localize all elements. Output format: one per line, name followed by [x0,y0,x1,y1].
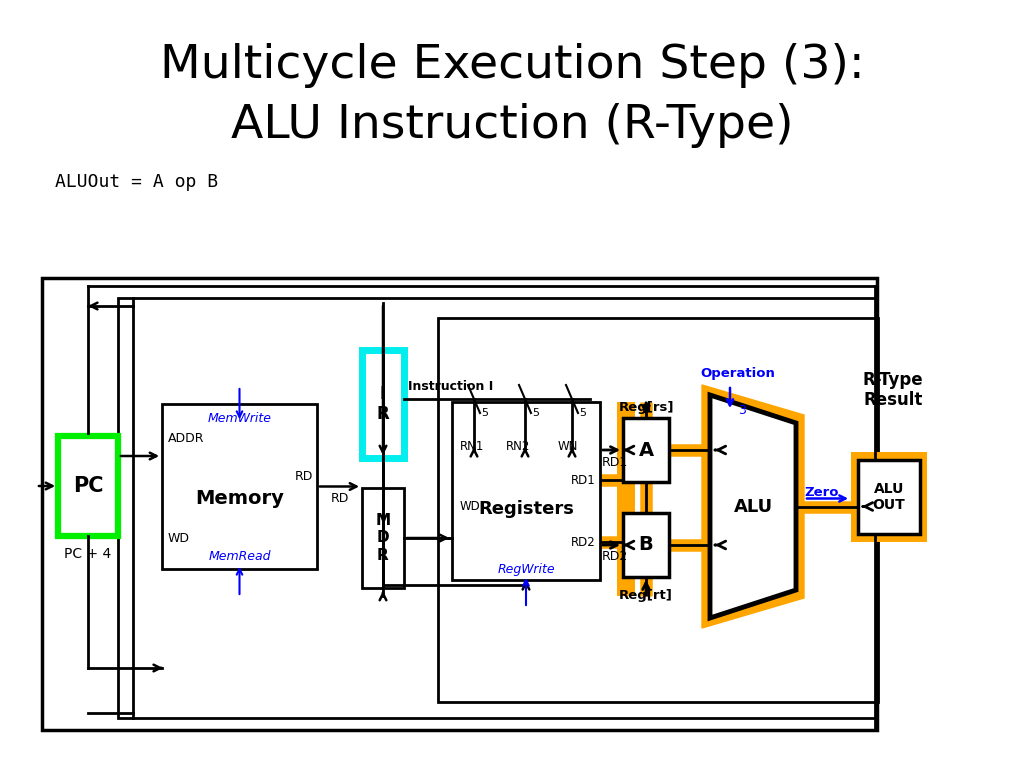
Text: I
R: I R [377,385,389,423]
Text: Reg[rt]: Reg[rt] [620,588,673,601]
Text: RN1: RN1 [460,441,484,453]
Text: ADDR: ADDR [168,432,205,445]
Text: ALU Instruction (R-Type): ALU Instruction (R-Type) [230,102,794,147]
Polygon shape [702,385,804,628]
Text: M
D
R: M D R [376,513,390,563]
Bar [58,436,118,536]
Text: 5: 5 [579,408,586,418]
Text: Operation: Operation [700,366,775,379]
Text: RD: RD [331,492,349,505]
Text: RN2: RN2 [506,441,530,453]
Polygon shape [710,395,796,618]
Text: RD1: RD1 [571,474,596,486]
Text: Instruction I: Instruction I [408,380,494,393]
Text: PC: PC [73,476,103,496]
Text: R-Type
Result: R-Type Result [862,371,924,409]
Bar [42,278,877,730]
Bar [858,460,920,534]
Text: Reg[rs]: Reg[rs] [618,402,674,415]
Text: Zero: Zero [804,486,839,499]
Text: WN: WN [558,441,579,453]
Text: RD1: RD1 [602,455,629,468]
Bar [623,418,669,482]
Text: ALU: ALU [733,498,772,515]
Bar [118,298,876,718]
Bar [362,488,404,588]
Bar [438,318,878,702]
Text: WD: WD [460,501,480,514]
Text: ALU
OUT: ALU OUT [872,482,905,512]
Text: Multicycle Execution Step (3):: Multicycle Execution Step (3): [160,42,864,88]
Text: RegWrite: RegWrite [498,564,555,577]
Bar [362,350,404,458]
Text: 5: 5 [481,408,488,418]
Text: Memory: Memory [195,489,284,508]
Bar [617,402,635,596]
Text: 5: 5 [532,408,539,418]
Bar [623,513,669,577]
Text: PC + 4: PC + 4 [65,547,112,561]
Text: RD2: RD2 [571,535,596,548]
Text: RD2: RD2 [602,551,629,564]
Text: B: B [639,535,653,554]
Text: 3: 3 [738,405,745,418]
Text: MemRead: MemRead [208,551,270,564]
Text: RD: RD [295,470,313,483]
Text: WD: WD [168,532,190,545]
Text: MemWrite: MemWrite [208,412,271,425]
Bar [162,404,317,569]
Bar [851,452,927,542]
Text: Registers: Registers [478,500,573,518]
Text: A: A [638,441,653,459]
Text: ALUOut = A op B: ALUOut = A op B [55,173,218,191]
Bar [452,402,600,580]
